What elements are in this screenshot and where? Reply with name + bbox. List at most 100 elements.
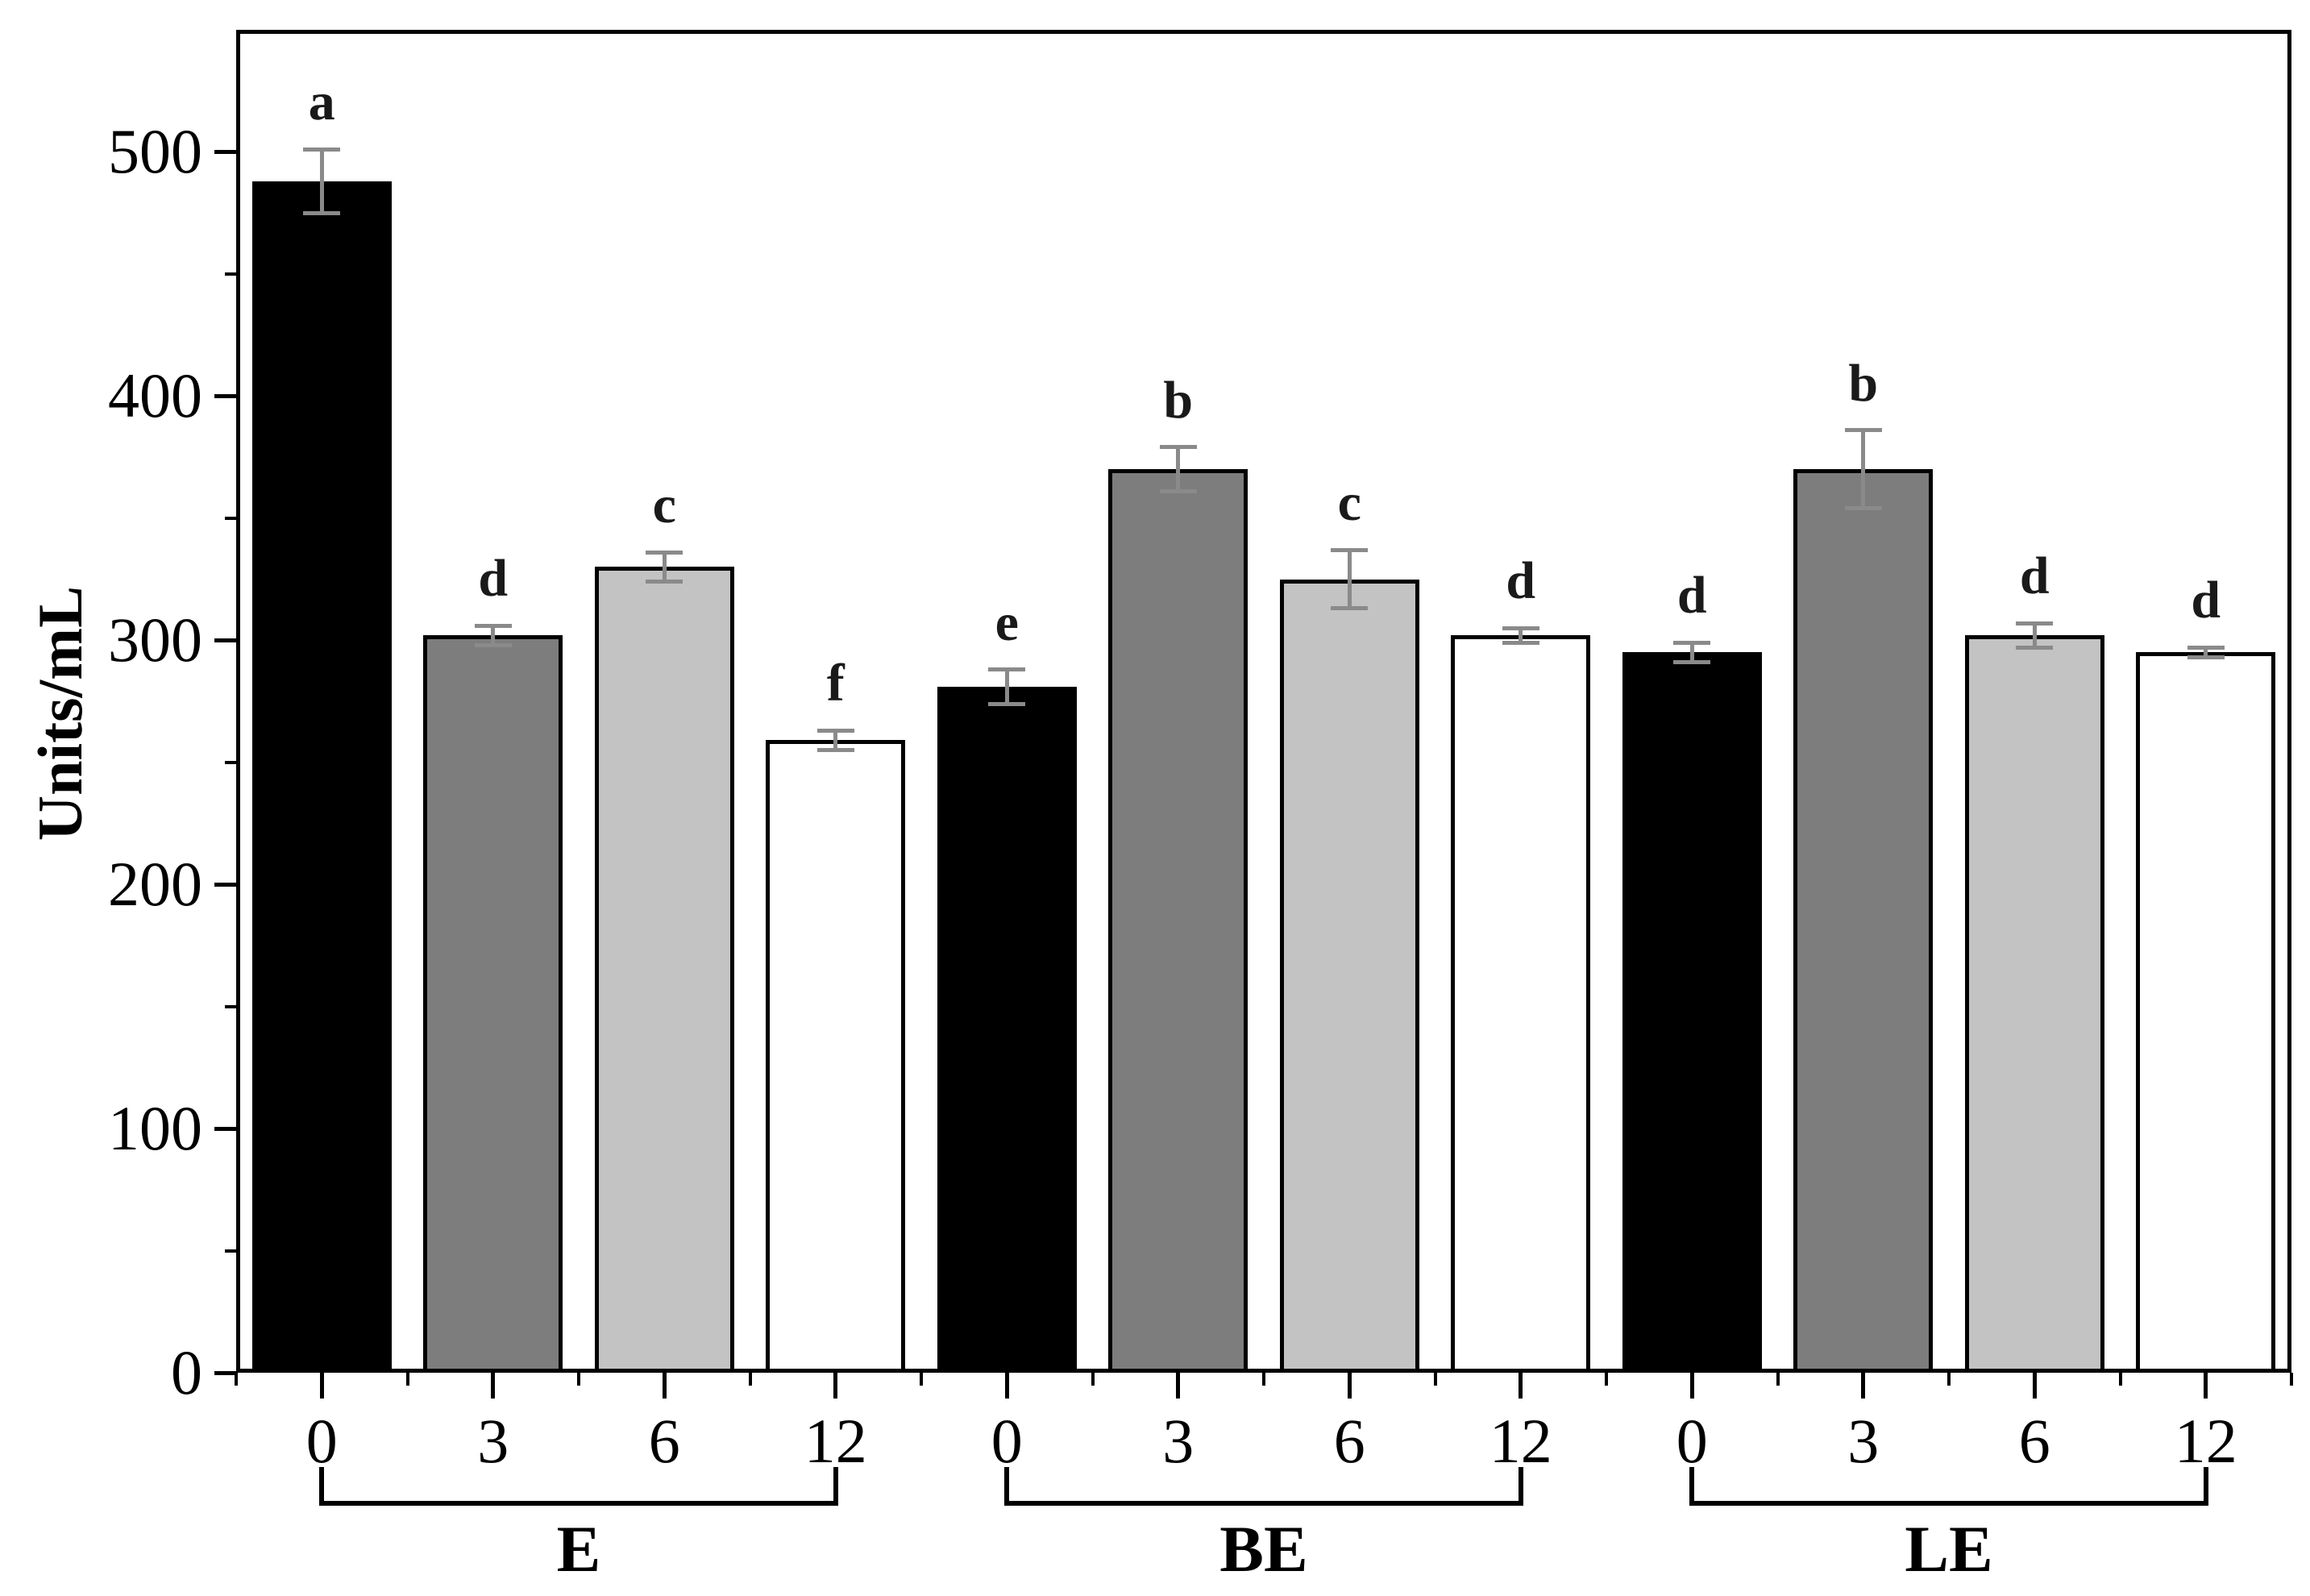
error-bar-cap-top	[1673, 640, 1711, 645]
error-bar-line	[1519, 628, 1523, 643]
x-tick-label: 3	[477, 1406, 509, 1476]
x-tick-label: 12	[1489, 1406, 1552, 1476]
sig-letter: c	[652, 476, 676, 535]
x-major-tick	[1176, 1373, 1181, 1399]
sig-letter: f	[826, 654, 845, 713]
sig-letter: b	[1163, 370, 1194, 430]
x-tick-label: 6	[1333, 1406, 1365, 1476]
x-major-tick	[2032, 1373, 2037, 1399]
error-bar-cap-top	[1331, 547, 1369, 552]
bar-E-6	[594, 567, 734, 1373]
y-minor-tick	[225, 1004, 236, 1008]
x-major-tick	[2204, 1373, 2208, 1399]
x-tick-label: 3	[1847, 1406, 1880, 1476]
error-bar-cap-top	[2187, 645, 2225, 650]
sig-letter: d	[478, 549, 509, 609]
y-major-tick	[214, 638, 236, 642]
x-minor-tick	[920, 1373, 923, 1386]
x-tick-label: 6	[2018, 1406, 2050, 1476]
error-bar-cap-bottom	[646, 580, 683, 584]
x-tick-label: 3	[1162, 1406, 1194, 1476]
error-bar-cap-bottom	[988, 701, 1026, 706]
sig-letter: c	[1337, 473, 1361, 533]
x-minor-tick	[1091, 1373, 1095, 1386]
error-bar-line	[319, 149, 324, 214]
error-bar-cap-top	[988, 667, 1026, 672]
error-bar-cap-top	[474, 623, 512, 628]
sig-letter: d	[1506, 551, 1536, 611]
error-bar-line	[1004, 669, 1009, 704]
error-bar-cap-bottom	[2016, 645, 2054, 650]
bar-LE-3	[1793, 469, 1934, 1373]
error-bar-cap-bottom	[1502, 640, 1539, 645]
x-major-tick	[662, 1373, 667, 1399]
error-bar-line	[662, 552, 667, 582]
error-bar-line	[491, 626, 496, 646]
error-bar-cap-bottom	[1844, 506, 1882, 511]
error-bar-cap-bottom	[1331, 606, 1369, 611]
sig-letter: d	[2191, 571, 2221, 630]
y-tick-label: 100	[108, 1093, 202, 1164]
y-major-tick	[214, 393, 236, 398]
group-bracket-stub-left	[319, 1467, 325, 1506]
x-tick-label: 0	[991, 1406, 1023, 1476]
y-minor-tick	[225, 272, 236, 276]
y-minor-tick	[225, 760, 236, 764]
error-bar-cap-bottom	[303, 210, 341, 215]
error-bar-line	[1689, 642, 1694, 663]
x-minor-tick	[235, 1373, 238, 1386]
y-major-tick	[214, 882, 236, 887]
sig-letter: e	[995, 592, 1019, 652]
plot-frame	[236, 30, 2291, 1373]
x-tick-label: 0	[305, 1406, 338, 1476]
group-bracket-stub-left	[1689, 1467, 1695, 1506]
group-bracket-stub-left	[1004, 1467, 1010, 1506]
x-major-tick	[1519, 1373, 1523, 1399]
group-label-E: E	[556, 1512, 601, 1586]
x-major-tick	[319, 1373, 324, 1399]
group-bracket-line	[319, 1501, 838, 1506]
error-bar-cap-bottom	[1673, 660, 1711, 665]
error-bar-line	[1347, 550, 1352, 609]
bar-BE-0	[937, 686, 1077, 1373]
x-major-tick	[1004, 1373, 1009, 1399]
sig-letter: a	[308, 73, 335, 132]
error-bar-cap-bottom	[816, 748, 854, 753]
bar-LE-0	[1622, 652, 1762, 1373]
y-tick-label: 500	[108, 116, 202, 187]
error-bar-cap-top	[2016, 621, 2054, 626]
sig-letter: d	[2019, 547, 2050, 606]
x-tick-label: 12	[804, 1406, 867, 1476]
error-bar-cap-top	[1159, 445, 1197, 450]
error-bar-line	[2032, 623, 2037, 648]
x-minor-tick	[577, 1373, 580, 1386]
y-tick-label: 300	[108, 605, 202, 675]
x-minor-tick	[1433, 1373, 1437, 1386]
y-minor-tick	[225, 1249, 236, 1253]
error-bar-cap-top	[646, 550, 683, 555]
error-bar-cap-bottom	[474, 642, 512, 647]
group-bracket-stub-right	[1518, 1467, 1523, 1506]
x-major-tick	[833, 1373, 838, 1399]
x-minor-tick	[2118, 1373, 2122, 1386]
group-bracket-line	[1689, 1501, 2208, 1506]
group-bracket-stub-right	[833, 1467, 838, 1506]
y-tick-label: 200	[108, 849, 202, 920]
error-bar-line	[1176, 447, 1181, 492]
x-minor-tick	[2290, 1373, 2293, 1386]
x-major-tick	[491, 1373, 496, 1399]
group-label-BE: BE	[1219, 1512, 1308, 1586]
y-major-tick	[214, 1370, 236, 1375]
bar-E-3	[423, 635, 563, 1373]
x-minor-tick	[1262, 1373, 1265, 1386]
x-major-tick	[1689, 1373, 1694, 1399]
y-tick-label: 0	[171, 1337, 202, 1407]
bar-LE-6	[1964, 635, 2104, 1373]
error-bar-cap-bottom	[2187, 655, 2225, 659]
bar-BE-3	[1108, 469, 1248, 1373]
x-tick-label: 0	[1676, 1406, 1708, 1476]
group-bracket-stub-right	[2203, 1467, 2208, 1506]
y-minor-tick	[225, 516, 236, 520]
bar-E-0	[251, 181, 392, 1373]
